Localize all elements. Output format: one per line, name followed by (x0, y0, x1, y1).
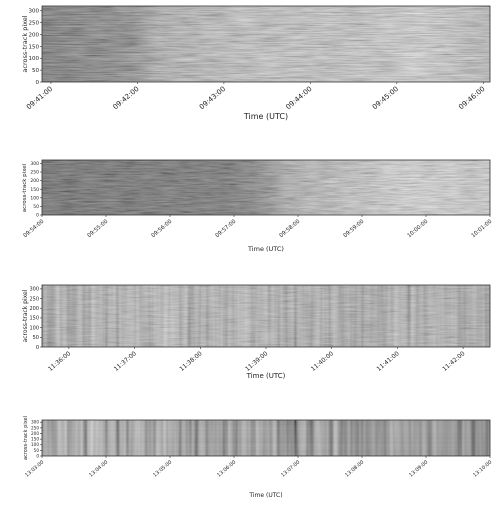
y-tick-label: 250 (29, 296, 39, 302)
plot-frame (41, 5, 491, 83)
y-tick-label: 250 (31, 425, 39, 430)
heatmap-image (42, 6, 490, 82)
x-axis-label: Time (UTC) (243, 112, 288, 121)
y-tick-label: 300 (30, 161, 39, 167)
x-tick-label: 09:55:00 (87, 218, 110, 239)
y-tick-label: 150 (31, 437, 39, 442)
x-tick-label: 13:07:00 (280, 459, 301, 478)
panel-1: 0 50 100 150 200 250 300 09:41:00 09:42:00 09:43… (21, 5, 491, 121)
x-tick-label: 09:45:00 (371, 85, 400, 111)
y-tick-label: 250 (29, 21, 40, 27)
y-tick-label: 0 (36, 453, 39, 458)
y-axis-label: across-track pixel (21, 15, 29, 72)
y-axis-label: across-track pixel (23, 416, 29, 460)
y-ticks: 0 50 100 150 200 250 300 (30, 161, 42, 219)
x-tick-label: 13:08:00 (344, 459, 365, 478)
y-ticks: 0 50 100 150 200 250 300 (29, 287, 42, 351)
y-tick-label: 200 (30, 178, 39, 184)
heatmap-image (42, 160, 490, 215)
y-tick-label: 100 (30, 195, 39, 201)
x-tick-label: 11:37:00 (113, 350, 138, 373)
y-tick-label: 0 (36, 80, 40, 86)
y-tick-label: 150 (29, 316, 39, 322)
x-axis-label: Time (UTC) (246, 372, 286, 380)
panel-3: 0 50 100 150 200 250 300 11:36:00 11:37:00 11:38… (22, 284, 491, 380)
x-tick-label: 11:42:00 (441, 350, 466, 373)
heatmap-image (42, 420, 490, 456)
y-tick-label: 100 (31, 442, 39, 447)
x-tick-label: 11:40:00 (310, 350, 335, 373)
y-tick-label: 200 (29, 306, 39, 312)
panel-2: 0 50 100 150 200 250 300 09:54:00 09:55:00 09:56… (22, 159, 494, 253)
y-axis-label: across-track pixel (22, 289, 29, 342)
x-tick-label: 13:10:00 (472, 459, 493, 478)
y-tick-label: 300 (29, 287, 39, 293)
y-tick-label: 0 (36, 345, 39, 351)
heatmap-image (42, 285, 490, 347)
x-tick-label: 11:36:00 (47, 350, 72, 373)
y-tick-label: 50 (33, 335, 39, 341)
x-tick-label: 09:43:00 (198, 85, 227, 111)
plot-frame (41, 419, 491, 457)
x-tick-label: 13:03:00 (24, 459, 45, 478)
y-tick-label: 50 (34, 448, 40, 453)
x-tick-label: 09:42:00 (111, 85, 140, 111)
y-tick-label: 150 (29, 44, 40, 50)
y-tick-label: 200 (29, 32, 40, 38)
x-ticks: 11:36:00 11:37:00 11:38:00 11:39:00 11:40:00… (47, 347, 467, 373)
y-tick-label: 300 (31, 420, 39, 425)
y-tick-label: 100 (29, 56, 40, 62)
y-tick-label: 50 (33, 204, 39, 210)
x-axis-label: Time (UTC) (248, 492, 282, 499)
plot-frame (41, 159, 491, 216)
x-tick-label: 09:54:00 (23, 218, 46, 239)
x-tick-label: 09:44:00 (284, 85, 313, 111)
x-ticks: 09:41:00 09:42:00 09:43:00 09:44:00 09:45:00… (25, 82, 487, 111)
x-tick-label: 09:56:00 (151, 218, 174, 239)
x-tick-label: 11:38:00 (178, 350, 203, 373)
x-tick-label: 10:01:00 (471, 218, 494, 239)
x-ticks: 13:03:00 13:04:00 13:05:00 13:06:00 13:07:00… (24, 456, 493, 478)
x-tick-label: 09:41:00 (25, 85, 54, 111)
y-ticks: 0 50 100 150 200 250 300 (29, 9, 42, 86)
y-axis-label: across-track pixel (22, 163, 28, 212)
y-tick-label: 200 (31, 431, 39, 436)
x-tick-label: 11:39:00 (244, 350, 269, 373)
x-tick-label: 13:06:00 (216, 459, 237, 478)
x-tick-label: 13:05:00 (152, 459, 173, 478)
x-tick-label: 09:58:00 (279, 218, 302, 239)
y-tick-label: 300 (29, 9, 40, 15)
y-tick-label: 250 (30, 170, 39, 176)
y-tick-label: 50 (32, 68, 39, 74)
x-tick-label: 09:46:00 (457, 85, 486, 111)
x-tick-label: 11:41:00 (376, 350, 401, 373)
x-tick-label: 13:09:00 (408, 459, 429, 478)
x-tick-label: 09:57:00 (215, 218, 238, 239)
y-tick-label: 150 (30, 187, 39, 193)
x-tick-label: 09:59:00 (343, 218, 366, 239)
y-tick-label: 100 (29, 325, 39, 331)
x-tick-label: 13:04:00 (88, 459, 109, 478)
x-ticks: 09:54:00 09:55:00 09:56:00 09:57:00 09:58:00… (23, 215, 494, 239)
x-tick-label: 10:00:00 (407, 218, 430, 239)
x-axis-label: Time (UTC) (247, 245, 284, 253)
y-tick-label: 0 (36, 213, 39, 219)
